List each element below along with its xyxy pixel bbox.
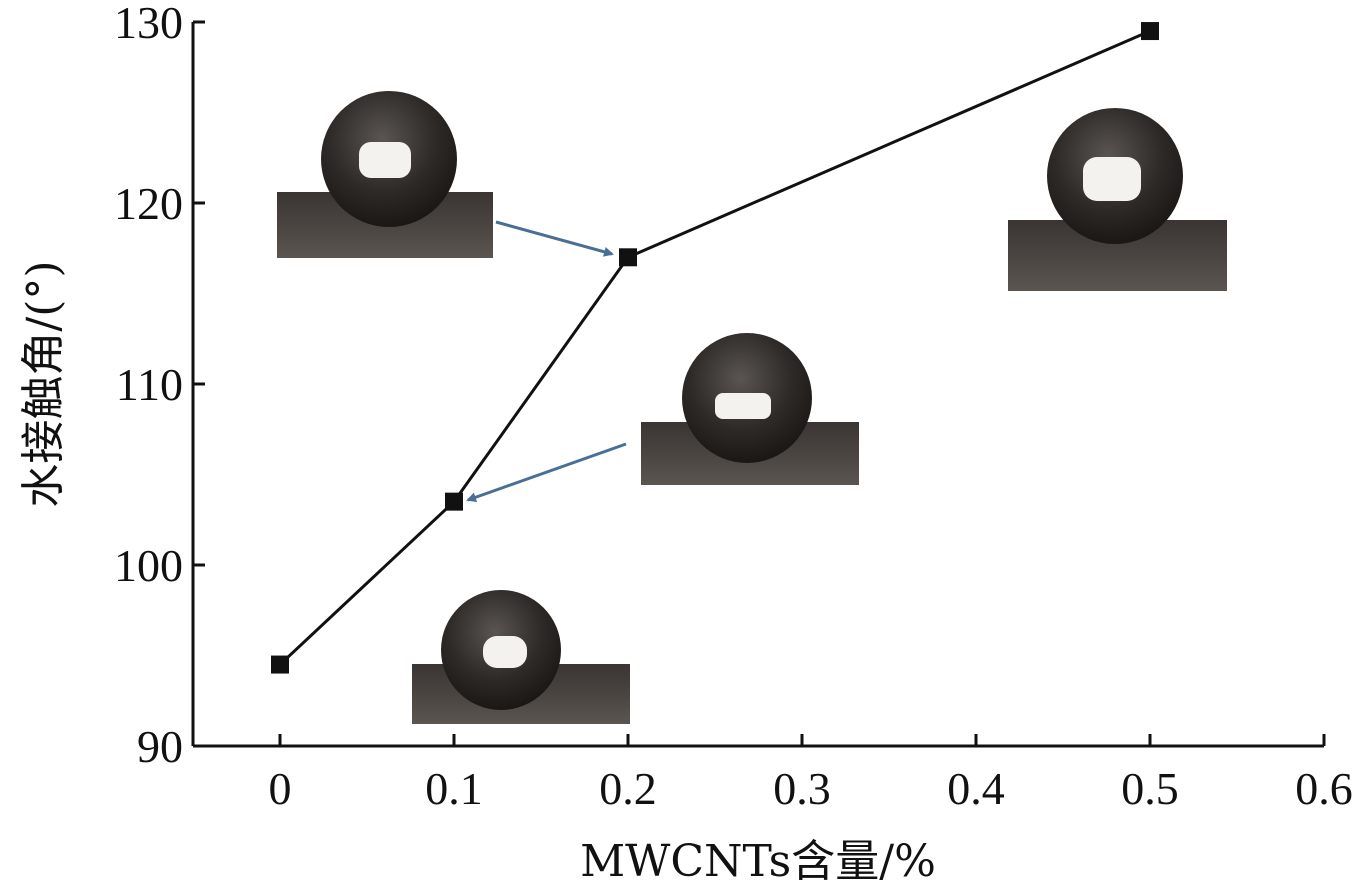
series-markers bbox=[271, 22, 1159, 674]
y-axis-title: 水接触角/(°) bbox=[18, 260, 69, 507]
data-point-marker bbox=[271, 655, 289, 674]
arrow-to-0.2 bbox=[495, 220, 614, 257]
x-tick-label: 0 bbox=[269, 763, 292, 814]
x-axis-title: MWCNTs含量/% bbox=[580, 836, 936, 886]
data-point-marker bbox=[445, 492, 463, 511]
droplet-photo-0.1 bbox=[641, 333, 859, 485]
x-tick-label: 0.1 bbox=[425, 763, 483, 814]
droplet-photo-0.5 bbox=[1008, 108, 1227, 291]
series bbox=[271, 22, 1159, 674]
x-tick-label: 0.4 bbox=[947, 763, 1005, 814]
data-point-marker bbox=[619, 248, 637, 267]
ticks bbox=[193, 20, 1326, 748]
droplet-photo-0 bbox=[412, 590, 630, 724]
y-tick-label: 90 bbox=[137, 721, 183, 772]
y-tick-label: 130 bbox=[114, 0, 183, 48]
y-tick-label: 120 bbox=[114, 178, 183, 229]
x-tick-label: 0.5 bbox=[1121, 763, 1179, 814]
tick-labels: 0 0.1 0.2 0.3 0.4 0.5 0.6 90 100 110 120 130 bbox=[114, 0, 1353, 814]
series-line bbox=[278, 29, 1151, 666]
arrow-to-0.1 bbox=[466, 442, 627, 503]
x-tick-label: 0.6 bbox=[1295, 763, 1353, 814]
y-tick-label: 100 bbox=[114, 540, 183, 591]
data-point-marker bbox=[1141, 22, 1159, 41]
droplet-photo-0.2 bbox=[277, 91, 493, 258]
x-tick-label: 0.2 bbox=[599, 763, 657, 814]
y-tick-label: 110 bbox=[116, 359, 183, 410]
x-tick-label: 0.3 bbox=[773, 763, 831, 814]
